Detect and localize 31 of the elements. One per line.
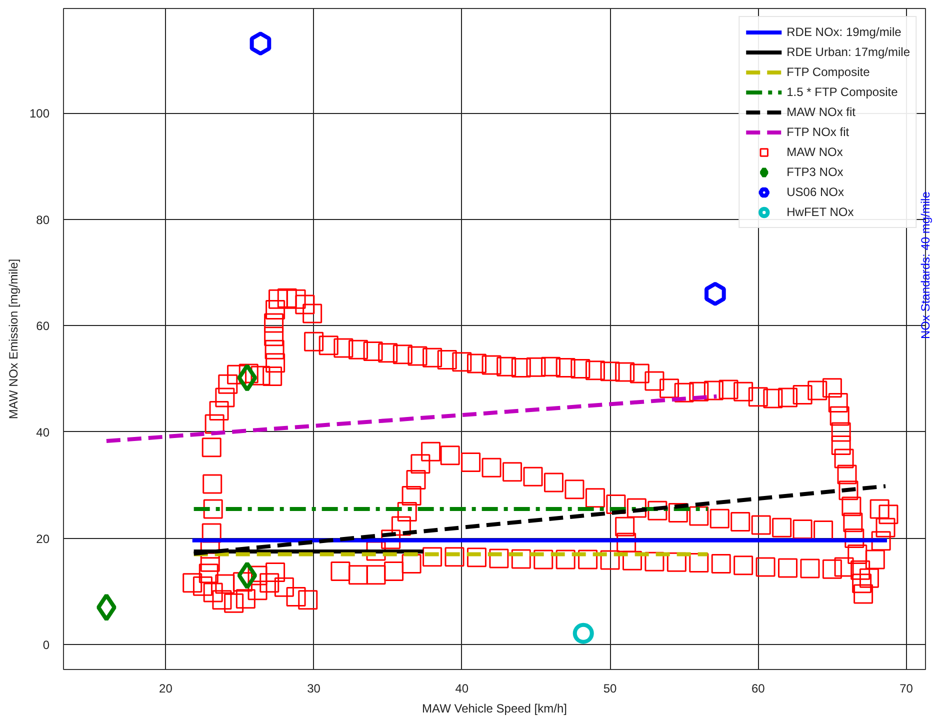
legend-label: 1.5 * FTP Composite xyxy=(786,84,898,101)
legend-label: HwFET NOx xyxy=(786,204,854,221)
y-tick-label: 100 xyxy=(29,106,50,121)
point xyxy=(572,622,594,644)
point xyxy=(237,364,258,392)
y-tick-label: 20 xyxy=(36,532,50,546)
legend-label: FTP Composite xyxy=(786,64,870,81)
legend-label: RDE NOx: 19mg/mile xyxy=(786,24,902,41)
legend-label: US06 NOx xyxy=(786,184,844,201)
legend-label: RDE Urban: 17mg/mile xyxy=(786,44,910,61)
point xyxy=(96,593,116,622)
x-tick-label: 20 xyxy=(159,682,173,696)
legend-label: FTP3 NOx xyxy=(786,164,844,181)
x-tick-label: 60 xyxy=(751,682,766,696)
y-tick-label: 60 xyxy=(36,319,50,334)
y-axis-title: MAW NOx Emission [mg/mile] xyxy=(6,258,20,420)
y-tick-label: 80 xyxy=(36,212,50,227)
x-tick-label: 40 xyxy=(455,682,469,696)
y-tick-label: 40 xyxy=(36,425,50,440)
x-tick-label: 30 xyxy=(307,682,321,696)
legend-label: MAW NOx fit xyxy=(786,104,856,121)
x-tick-label: 50 xyxy=(603,682,618,696)
legend-label: FTP NOx fit xyxy=(786,124,850,141)
x-tick-label: 70 xyxy=(900,682,914,696)
y2-axis-title: NOx Standards: 40 mg/mile xyxy=(918,191,932,339)
point xyxy=(704,282,726,306)
y-tick-label: 0 xyxy=(42,638,50,652)
point xyxy=(237,561,258,590)
x-axis-title: MAW Vehicle Speed [km/h] xyxy=(422,702,567,716)
legend-label: MAW NOx xyxy=(786,144,843,161)
point xyxy=(250,32,272,56)
